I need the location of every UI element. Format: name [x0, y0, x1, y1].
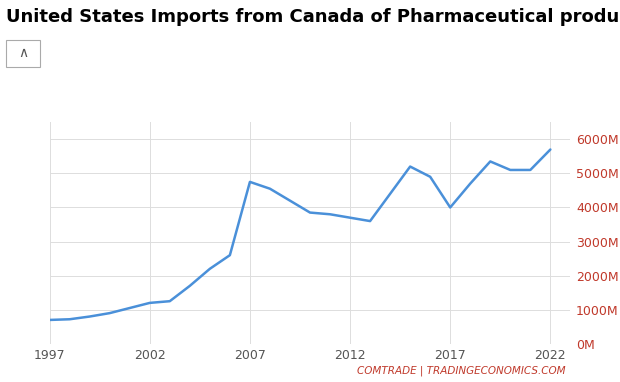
- Text: ∧: ∧: [18, 47, 28, 60]
- Text: United States Imports from Canada of Pharmaceutical products: United States Imports from Canada of Pha…: [6, 8, 620, 26]
- Text: COMTRADE | TRADINGECONOMICS.COM: COMTRADE | TRADINGECONOMICS.COM: [356, 366, 565, 376]
- FancyBboxPatch shape: [6, 40, 40, 67]
